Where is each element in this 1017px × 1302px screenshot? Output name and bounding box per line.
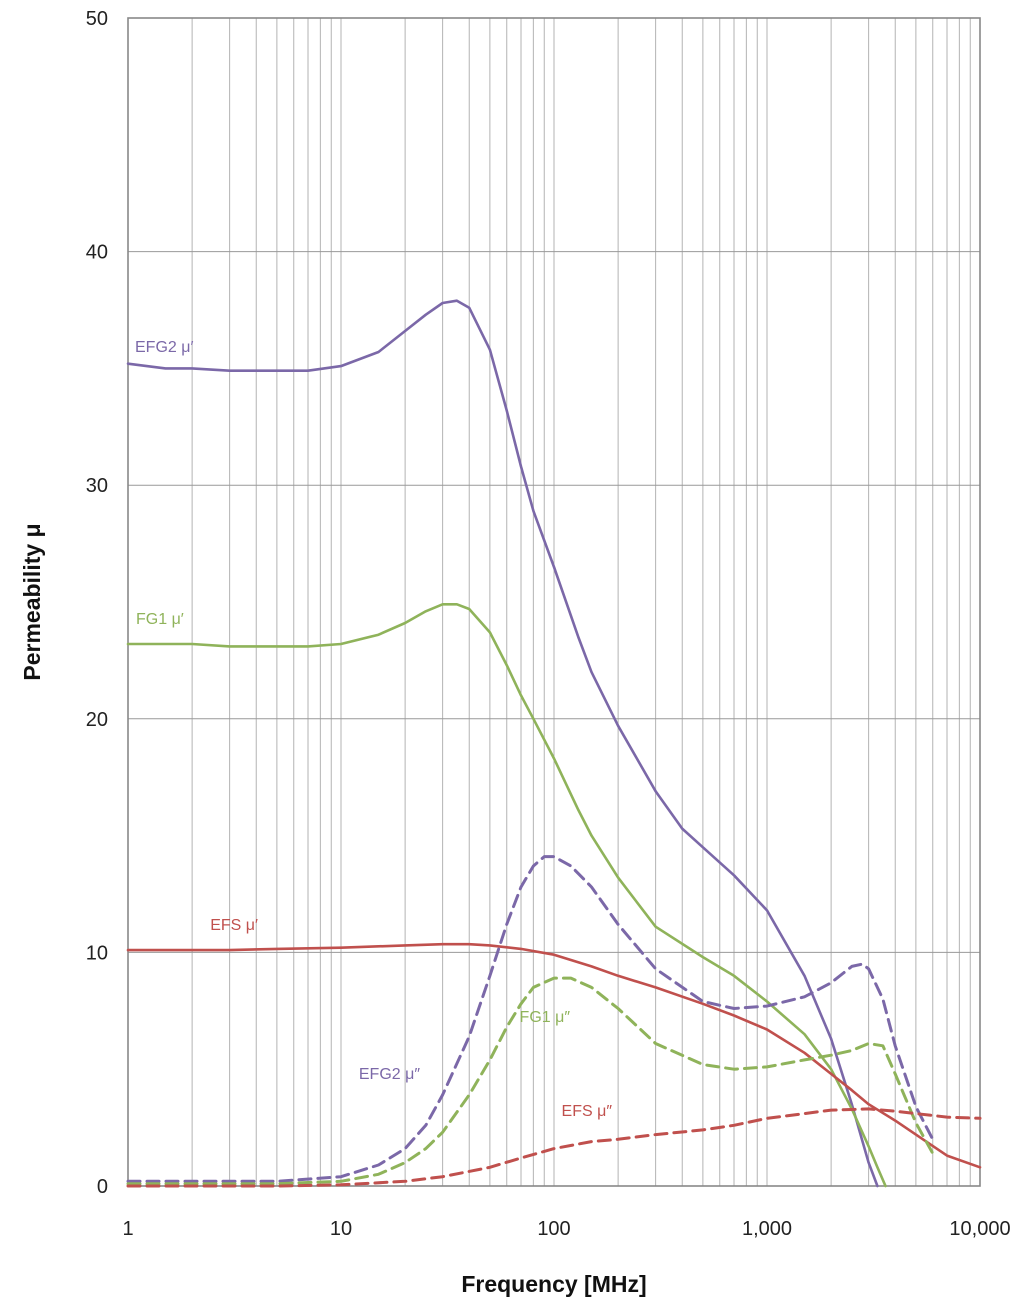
y-tick-label: 50 [86,8,108,30]
series-label: EFG2 μ′ [135,339,193,356]
x-tick-label: 10 [330,1218,352,1240]
x-tick-label: 1,000 [742,1218,792,1240]
x-axis-title: Frequency [MHz] [461,1271,646,1297]
series-label: EFS μ′ [210,917,258,934]
y-tick-label: 30 [86,475,108,497]
y-axis-title: Permeability μ [19,523,45,680]
grid [128,18,980,1186]
y-tick-label: 0 [97,1176,108,1198]
x-tick-label: 10,000 [949,1218,1010,1240]
series-label: EFS μ″ [562,1103,613,1120]
series-label: FG1 μ′ [136,611,184,628]
tick-labels: 1 10 100 1,000 10,000 0 10 20 30 40 50 [86,8,1011,1240]
series-labels: EFG2 μ′ FG1 μ′ EFS μ′ EFG2 μ″ FG1 μ″ EFS μ″ [135,339,612,1120]
x-tick-label: 100 [537,1218,570,1240]
series-line-efs-imag [126,1107,982,1188]
y-tick-label: 40 [86,242,108,264]
series-lines [126,299,982,1188]
series-line-efg2-imag [126,855,935,1183]
series-label: FG1 μ″ [520,1009,571,1026]
x-tick-label: 1 [122,1218,133,1240]
series-line-efs-real [126,942,982,1169]
y-tick-label: 20 [86,709,108,731]
plot-frame [127,17,981,1187]
series-line-efg2-real [126,299,879,1188]
series-label: EFG2 μ″ [359,1066,420,1083]
series-line-fg1-imag [126,976,935,1186]
y-tick-label: 10 [86,942,108,964]
series-line-fg1-real [126,603,887,1188]
